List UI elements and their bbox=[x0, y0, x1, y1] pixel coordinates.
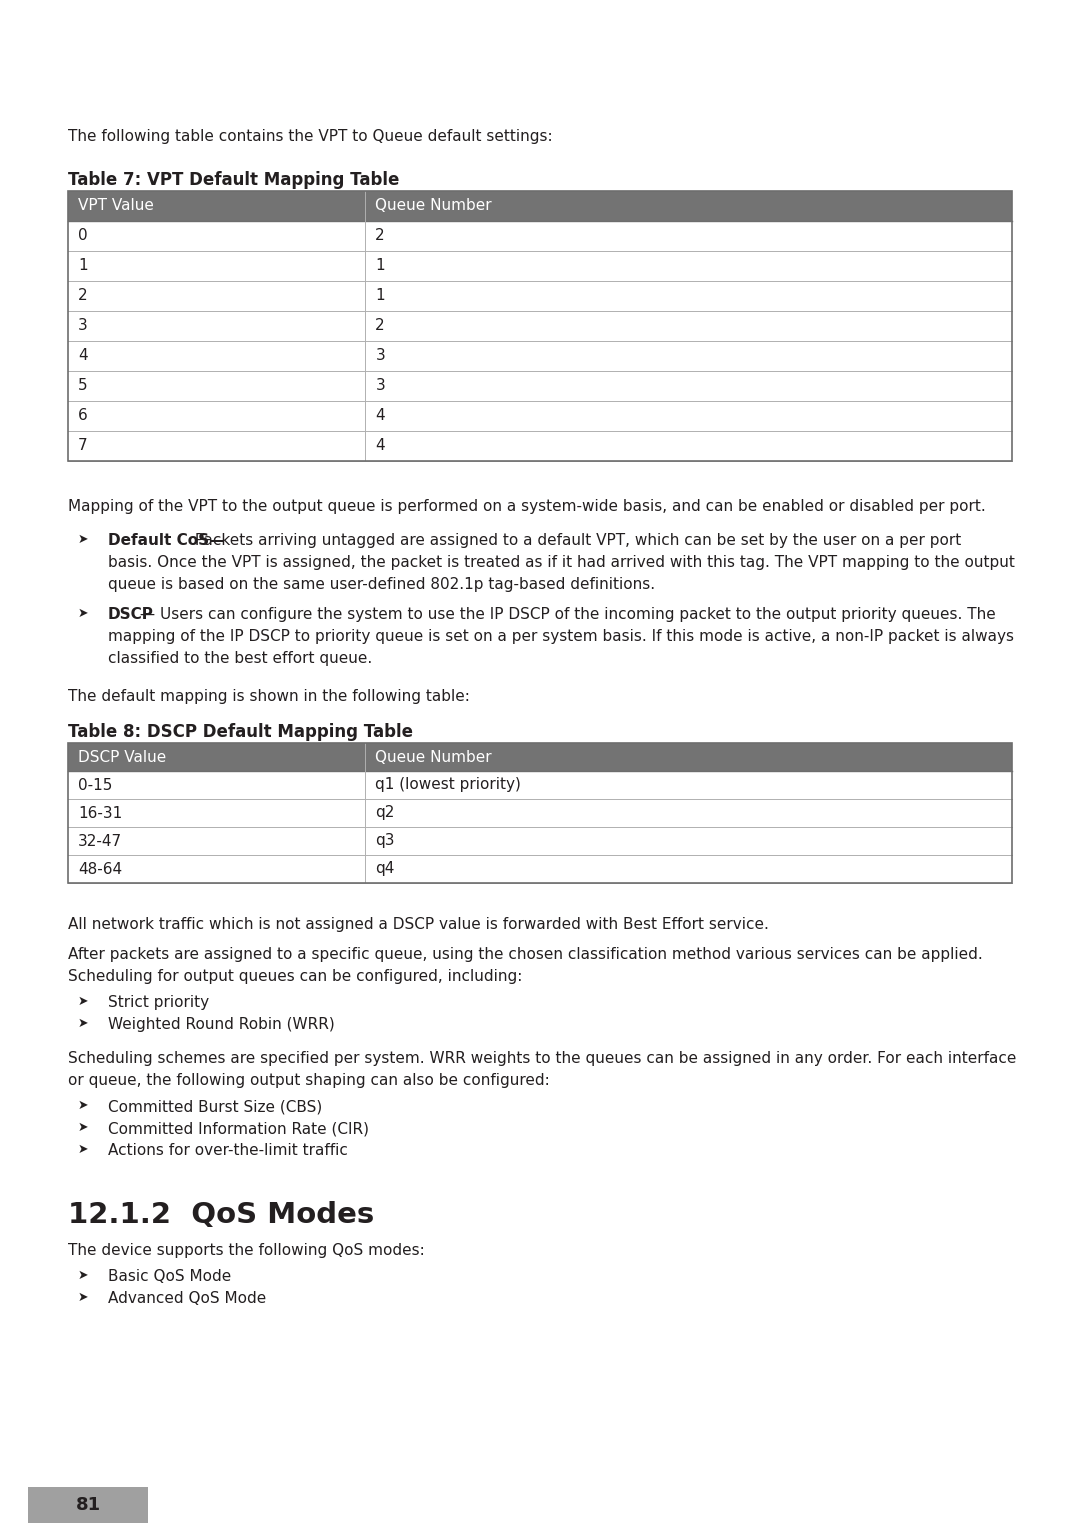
Text: Mapping of the VPT to the output queue is performed on a system-wide basis, and : Mapping of the VPT to the output queue i… bbox=[68, 499, 986, 514]
Bar bbox=[68, 251, 365, 282]
Text: q3: q3 bbox=[376, 834, 395, 848]
Text: ➤: ➤ bbox=[78, 1017, 89, 1030]
Bar bbox=[68, 191, 365, 222]
Text: ➤: ➤ bbox=[78, 1291, 89, 1304]
Text: Committed Information Rate (CIR): Committed Information Rate (CIR) bbox=[108, 1120, 369, 1136]
Text: VPT Value: VPT Value bbox=[78, 199, 153, 214]
Text: 4: 4 bbox=[376, 408, 384, 423]
Bar bbox=[68, 743, 1012, 883]
Text: Queue Number: Queue Number bbox=[376, 749, 492, 765]
Bar bbox=[365, 371, 1012, 402]
Text: The default mapping is shown in the following table:: The default mapping is shown in the foll… bbox=[68, 689, 470, 703]
Text: ➤: ➤ bbox=[78, 1143, 89, 1156]
Text: Actions for over-the-limit traffic: Actions for over-the-limit traffic bbox=[108, 1143, 348, 1157]
Text: 7: 7 bbox=[78, 439, 87, 454]
Bar bbox=[365, 222, 1012, 251]
Text: ➤: ➤ bbox=[78, 1270, 89, 1282]
Text: Basic QoS Mode: Basic QoS Mode bbox=[108, 1270, 231, 1284]
Text: 0: 0 bbox=[78, 228, 87, 243]
Text: mapping of the IP DSCP to priority queue is set on a per system basis. If this m: mapping of the IP DSCP to priority queue… bbox=[108, 629, 1014, 643]
Bar bbox=[365, 311, 1012, 342]
Text: 1: 1 bbox=[376, 259, 384, 274]
Text: ➤: ➤ bbox=[78, 606, 89, 620]
Text: The device supports the following QoS modes:: The device supports the following QoS mo… bbox=[68, 1244, 424, 1257]
Bar bbox=[68, 771, 365, 799]
Bar bbox=[68, 743, 365, 771]
Text: 4: 4 bbox=[376, 439, 384, 454]
Text: q4: q4 bbox=[376, 862, 394, 877]
Text: Scheduling schemes are specified per system. WRR weights to the queues can be as: Scheduling schemes are specified per sys… bbox=[68, 1051, 1016, 1067]
Bar bbox=[365, 771, 1012, 799]
Bar bbox=[68, 282, 365, 311]
Text: q2: q2 bbox=[376, 805, 394, 820]
Text: 3: 3 bbox=[376, 348, 386, 363]
Text: 4: 4 bbox=[78, 348, 87, 363]
Text: 12.1.2  QoS Modes: 12.1.2 QoS Modes bbox=[68, 1200, 375, 1230]
Text: All network traffic which is not assigned a DSCP value is forwarded with Best Ef: All network traffic which is not assigne… bbox=[68, 917, 769, 933]
Text: 0-15: 0-15 bbox=[78, 777, 112, 793]
Bar bbox=[68, 311, 365, 342]
Text: DSCP Value: DSCP Value bbox=[78, 749, 166, 765]
Text: basis. Once the VPT is assigned, the packet is treated as if it had arrived with: basis. Once the VPT is assigned, the pac… bbox=[108, 556, 1015, 569]
Bar bbox=[68, 431, 365, 462]
Text: 6: 6 bbox=[78, 408, 87, 423]
Text: 2: 2 bbox=[376, 228, 384, 243]
Text: Scheduling for output queues can be configured, including:: Scheduling for output queues can be conf… bbox=[68, 970, 523, 983]
Bar bbox=[68, 342, 365, 371]
Text: Default CoS—: Default CoS— bbox=[108, 532, 225, 548]
Text: 1: 1 bbox=[376, 288, 384, 303]
Text: 2: 2 bbox=[376, 319, 384, 334]
Bar bbox=[365, 826, 1012, 856]
Bar bbox=[365, 743, 1012, 771]
Bar bbox=[68, 799, 365, 826]
Bar bbox=[365, 251, 1012, 282]
Text: Table 7: VPT Default Mapping Table: Table 7: VPT Default Mapping Table bbox=[68, 171, 400, 189]
Bar bbox=[68, 826, 365, 856]
Text: Queue Number: Queue Number bbox=[376, 199, 492, 214]
Bar bbox=[365, 856, 1012, 883]
Bar bbox=[365, 342, 1012, 371]
Bar bbox=[365, 799, 1012, 826]
Bar bbox=[68, 222, 365, 251]
Text: After packets are assigned to a specific queue, using the chosen classification : After packets are assigned to a specific… bbox=[68, 946, 983, 962]
Text: 81: 81 bbox=[76, 1496, 100, 1514]
Text: DSCP: DSCP bbox=[108, 606, 153, 622]
Text: or queue, the following output shaping can also be configured:: or queue, the following output shaping c… bbox=[68, 1073, 550, 1088]
Text: Strict priority: Strict priority bbox=[108, 996, 210, 1010]
Text: 48-64: 48-64 bbox=[78, 862, 122, 877]
Text: 2: 2 bbox=[78, 288, 87, 303]
Text: Advanced QoS Mode: Advanced QoS Mode bbox=[108, 1291, 267, 1307]
Bar bbox=[68, 402, 365, 431]
Bar bbox=[68, 371, 365, 402]
Text: ➤: ➤ bbox=[78, 532, 89, 546]
Bar bbox=[365, 402, 1012, 431]
Text: 5: 5 bbox=[78, 379, 87, 394]
Bar bbox=[365, 282, 1012, 311]
Text: queue is based on the same user-defined 802.1p tag-based definitions.: queue is based on the same user-defined … bbox=[108, 577, 656, 593]
Bar bbox=[28, 1487, 148, 1524]
Text: — Users can configure the system to use the IP DSCP of the incoming packet to th: — Users can configure the system to use … bbox=[135, 606, 996, 622]
Text: q1 (lowest priority): q1 (lowest priority) bbox=[376, 777, 522, 793]
Text: Committed Burst Size (CBS): Committed Burst Size (CBS) bbox=[108, 1099, 322, 1114]
Text: Weighted Round Robin (WRR): Weighted Round Robin (WRR) bbox=[108, 1017, 335, 1033]
Text: The following table contains the VPT to Queue default settings:: The following table contains the VPT to … bbox=[68, 129, 553, 145]
Bar bbox=[365, 191, 1012, 222]
Text: 1: 1 bbox=[78, 259, 87, 274]
Text: classified to the best effort queue.: classified to the best effort queue. bbox=[108, 651, 373, 666]
Text: 3: 3 bbox=[376, 379, 386, 394]
Text: Packets arriving untagged are assigned to a default VPT, which can be set by the: Packets arriving untagged are assigned t… bbox=[190, 532, 961, 548]
Text: ➤: ➤ bbox=[78, 1099, 89, 1113]
Bar bbox=[68, 191, 1012, 462]
Text: ➤: ➤ bbox=[78, 996, 89, 1008]
Bar bbox=[365, 431, 1012, 462]
Text: 16-31: 16-31 bbox=[78, 805, 122, 820]
Bar bbox=[68, 856, 365, 883]
Text: Table 8: DSCP Default Mapping Table: Table 8: DSCP Default Mapping Table bbox=[68, 723, 413, 740]
Text: ➤: ➤ bbox=[78, 1120, 89, 1134]
Text: 3: 3 bbox=[78, 319, 87, 334]
Text: 32-47: 32-47 bbox=[78, 834, 122, 848]
